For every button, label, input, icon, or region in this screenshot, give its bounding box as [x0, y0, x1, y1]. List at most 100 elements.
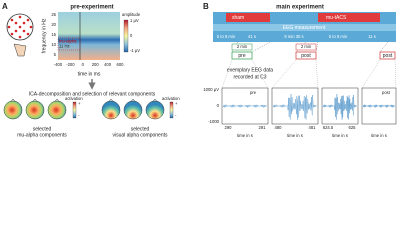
- stim-block: [318, 13, 380, 22]
- panel-label: A: [2, 2, 8, 11]
- post-label: post: [383, 53, 393, 59]
- electrode: [7, 25, 11, 29]
- eeg-label: EEG measurement: [283, 25, 326, 31]
- pre-label: pre: [238, 53, 245, 59]
- hand-icon: [13, 43, 27, 57]
- panel-label: B: [203, 2, 209, 11]
- x-tick-label: 624.5: [323, 125, 334, 130]
- segment-label: 5 to 8 min: [329, 34, 348, 39]
- dashed-guide: [379, 41, 389, 53]
- group-label: visual alpha components: [112, 132, 168, 138]
- eeg-trace: [272, 93, 318, 120]
- group-label: selected: [131, 126, 150, 132]
- zoom-guide: [271, 59, 297, 89]
- segment-label: 11 s: [368, 34, 376, 39]
- electrode: [14, 21, 18, 25]
- electrode: [10, 32, 14, 36]
- x-tick-label: -400: [54, 62, 63, 67]
- electrode: [29, 25, 33, 29]
- sham-block: [226, 13, 270, 22]
- time-frequency-map: [58, 12, 120, 60]
- pre-box: [231, 51, 253, 60]
- dashed-guide: [315, 41, 319, 53]
- x-tick-label: 600: [117, 62, 125, 67]
- nose: [130, 98, 136, 102]
- colorbar-label: 0: [130, 33, 133, 38]
- interval-label: 2 min: [237, 44, 248, 49]
- topomap: [101, 100, 121, 120]
- x-axis-label: time in s: [332, 133, 348, 138]
- colorbar-title: activation: [162, 96, 180, 101]
- zoom-guide: [361, 59, 381, 89]
- panel-title: main experiment: [276, 5, 324, 11]
- colorbar-title: amplitude: [122, 12, 141, 17]
- interval-label: 2 min: [301, 44, 312, 49]
- colorbar-label: -1 µV: [130, 48, 140, 53]
- nose: [152, 98, 158, 102]
- zoom-guide: [251, 59, 269, 89]
- colorbar-label: +: [78, 101, 81, 106]
- x-axis-label: time in ms: [78, 71, 101, 77]
- plot-tag: pre: [250, 90, 257, 95]
- x-tick-label: 0: [82, 62, 85, 67]
- topomap: [123, 100, 143, 120]
- electrode: [18, 25, 22, 29]
- stim-label: mu-tACS: [326, 15, 347, 21]
- post-box: [295, 51, 317, 60]
- dashed-guide: [295, 41, 307, 53]
- y-tick-label: 0: [217, 103, 220, 108]
- electrode: [26, 18, 30, 22]
- overlay-label: 11 Hz: [59, 44, 70, 49]
- topomap: [25, 100, 45, 120]
- electrode: [26, 32, 30, 36]
- colorbar: [72, 101, 77, 119]
- electrode: [14, 29, 18, 33]
- colorbar-label: +: [175, 101, 178, 106]
- x-axis-label: time in s: [237, 133, 253, 138]
- figure: A pre-experiment frequency in Hz mu-alph…: [2, 2, 397, 138]
- electrode: [22, 21, 26, 25]
- group-label: selected: [33, 126, 52, 132]
- panel-title: pre-experiment: [70, 5, 113, 11]
- interval-box: [295, 43, 317, 51]
- y-tick-label: 25: [51, 12, 56, 17]
- eeg-trace: [222, 104, 268, 109]
- topomap: [47, 100, 67, 120]
- electrode: [18, 35, 22, 39]
- ica-title: ICA-decomposition and selection of relev…: [29, 91, 156, 97]
- electrode: [22, 29, 26, 33]
- colorbar-title: activation: [65, 96, 83, 101]
- nose: [54, 98, 60, 102]
- nose: [32, 98, 38, 102]
- x-tick-label: 625: [349, 125, 357, 130]
- nose: [108, 98, 114, 102]
- eeg-trace: [362, 104, 396, 108]
- interval-box: [231, 43, 253, 51]
- plot-tag: post: [382, 90, 391, 95]
- zoom-guide: [221, 59, 233, 89]
- x-tick-label: 290: [225, 125, 233, 130]
- dashed-guide: [251, 41, 271, 53]
- y-tick-label: 1000 µV: [203, 87, 219, 92]
- colorbar-label: -: [78, 113, 80, 118]
- y-axis-label: frequency in Hz: [41, 18, 47, 53]
- colorbar: [169, 101, 174, 119]
- electrode: [10, 18, 14, 22]
- overlay-box: [57, 37, 81, 51]
- x-tick-label: 480: [275, 125, 283, 130]
- segment-label: 41 s: [248, 34, 256, 39]
- x-tick-label: 291: [259, 125, 267, 130]
- post-label: post: [301, 53, 311, 59]
- sham-label: sham: [232, 15, 244, 21]
- y-tick-label: 15: [51, 32, 56, 37]
- colorbar: [123, 19, 129, 53]
- electrode: [18, 15, 22, 19]
- colorbar-label: 1 µV: [130, 18, 139, 23]
- x-tick-label: 481: [309, 125, 317, 130]
- x-tick-label: -200: [66, 62, 75, 67]
- y-tick-label: -1000: [208, 119, 219, 124]
- zoom-guide: [315, 59, 319, 89]
- zoom-guide: [394, 59, 397, 89]
- example-title: recorded at C3: [233, 74, 266, 80]
- colorbar-label: -: [175, 113, 177, 118]
